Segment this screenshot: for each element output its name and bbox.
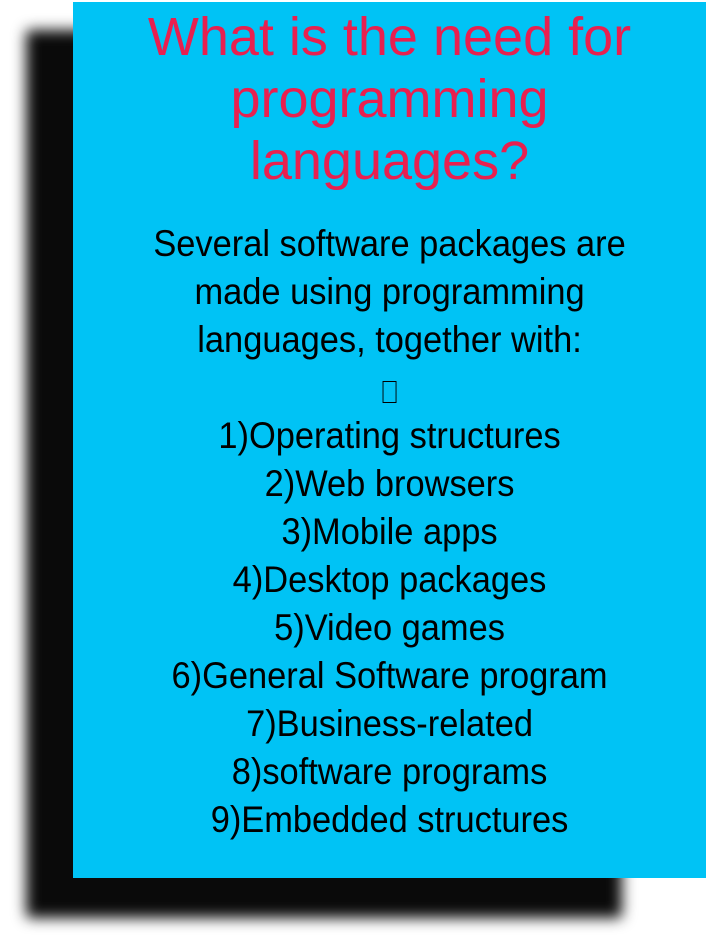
list-item: 1)Operating structures [218,415,561,456]
list-item: 5)Video games [274,607,505,648]
list-item: 7)Business-related [246,703,533,744]
card-body: Several software packages are made using… [95,220,684,844]
info-card: What is the need for programming languag… [73,2,706,878]
list-item: 2)Web browsers [264,463,515,504]
list-item: 3)Mobile apps [281,511,498,552]
list-item: 6)General Software program [171,655,608,696]
intro-line: made using programming [194,271,585,312]
card-title: What is the need for programming languag… [147,7,632,191]
glyph-row [95,364,684,412]
intro-line: languages, together with: [197,319,582,360]
list-item: 4)Desktop packages [232,559,547,600]
use-case-list: 1)Operating structures 2)Web browsers 3)… [95,412,684,844]
missing-glyph-icon [382,381,397,404]
list-item: 8)software programs [231,751,548,792]
intro-line: Several software packages are [153,223,626,264]
list-item: 9)Embedded structures [210,799,569,840]
